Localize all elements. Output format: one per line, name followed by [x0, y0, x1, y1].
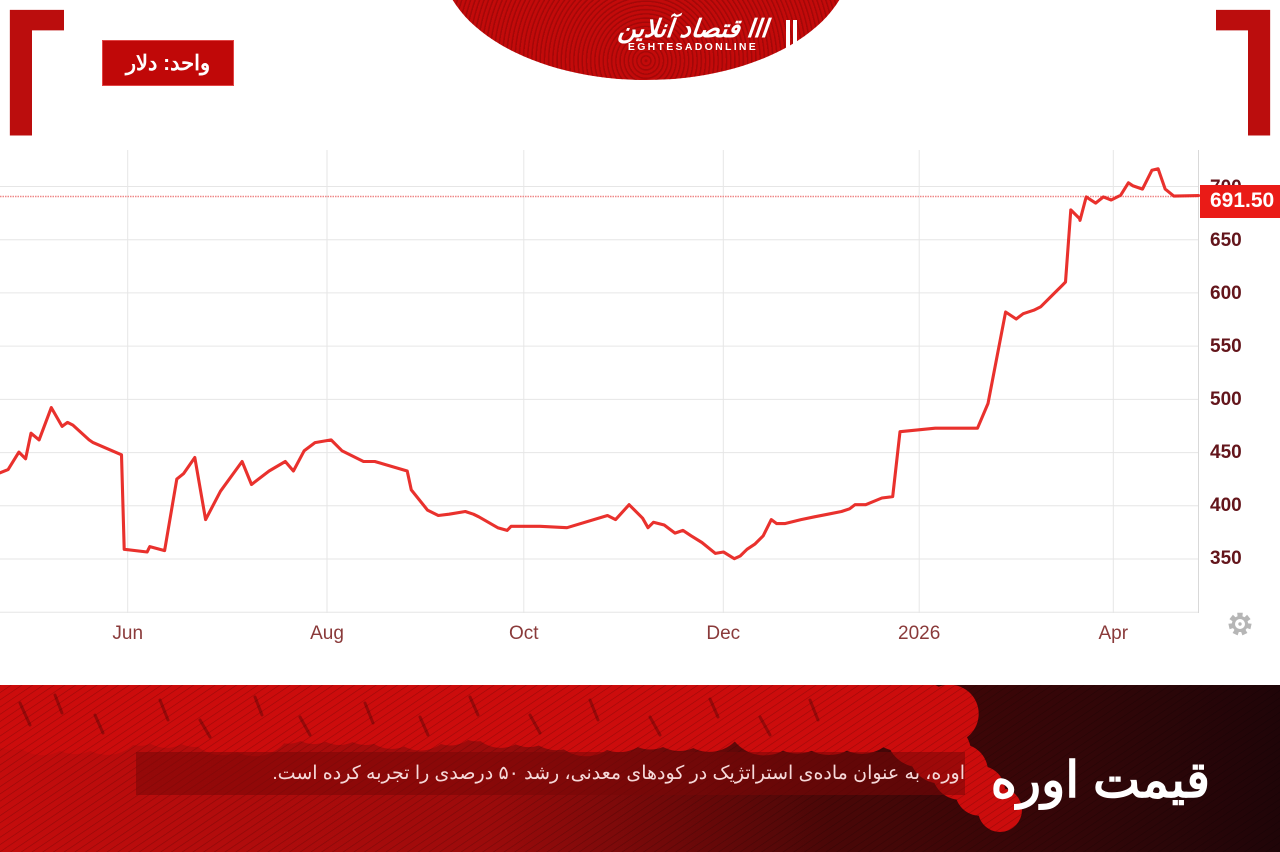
svg-text:650: 650 — [1210, 230, 1242, 251]
svg-text:400: 400 — [1210, 495, 1242, 516]
svg-text:Oct: Oct — [509, 623, 539, 644]
svg-text:500: 500 — [1210, 389, 1242, 410]
svg-text:550: 550 — [1210, 336, 1242, 357]
svg-text:Apr: Apr — [1099, 623, 1129, 644]
svg-text:350: 350 — [1210, 548, 1242, 569]
svg-text:450: 450 — [1210, 442, 1242, 463]
svg-text:Jun: Jun — [112, 623, 143, 644]
svg-text:Dec: Dec — [706, 623, 740, 644]
svg-text:Aug: Aug — [310, 623, 344, 644]
svg-text:600: 600 — [1210, 283, 1242, 304]
svg-text:2026: 2026 — [898, 623, 940, 644]
